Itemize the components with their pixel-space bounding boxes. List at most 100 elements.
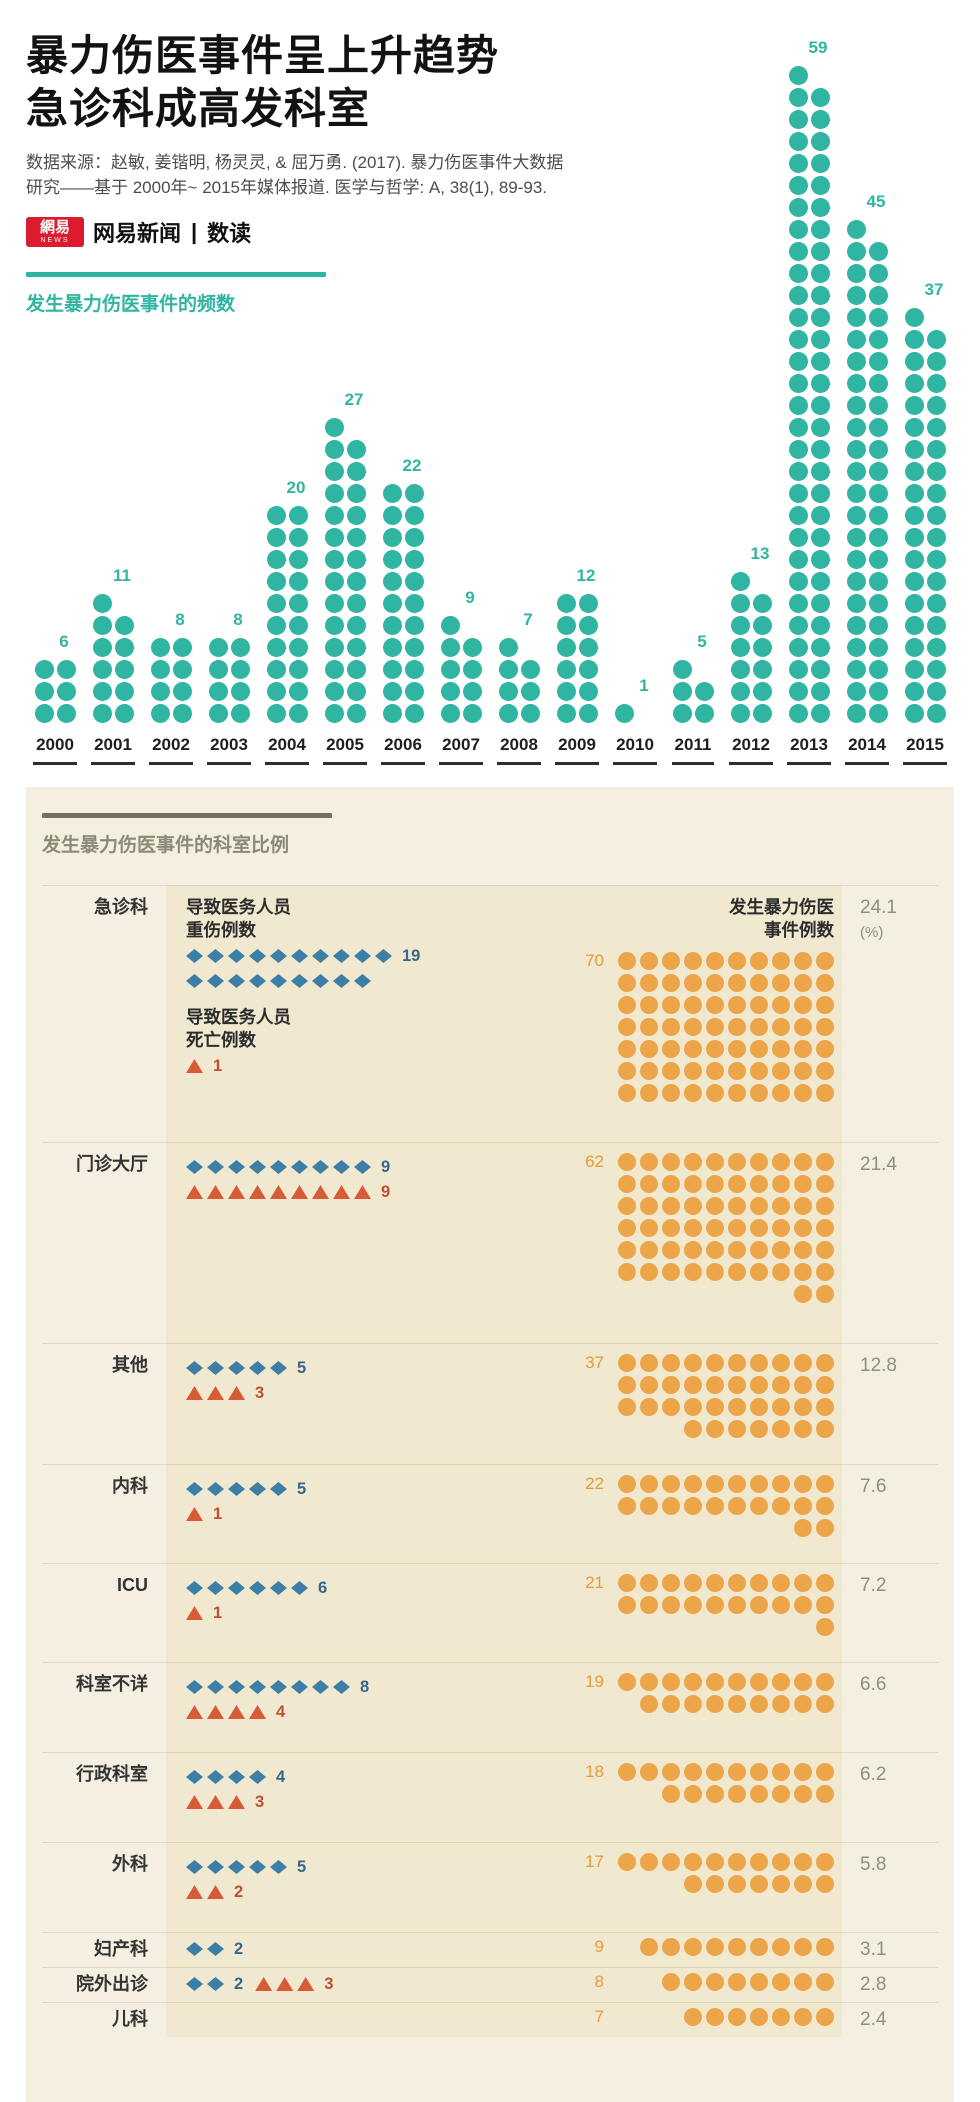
incident-dot	[618, 1084, 636, 1102]
frequency-dot	[810, 682, 830, 701]
frequency-dot	[810, 594, 830, 613]
incident-dot	[640, 1197, 658, 1215]
diamond-count: 6	[318, 1578, 328, 1597]
diamond-icon	[186, 1860, 203, 1874]
frequency-dot	[846, 418, 866, 437]
dot-stack	[150, 635, 192, 723]
frequency-dot	[868, 396, 888, 415]
percent-value: 3.1	[860, 1939, 887, 1960]
dot-count-label: 45	[866, 192, 886, 211]
department-label: 其他	[112, 1355, 148, 1375]
diamond-icon	[354, 1160, 371, 1174]
incident-dot	[816, 974, 834, 992]
frequency-dot	[868, 462, 888, 481]
dot-count-label: 22	[402, 456, 422, 475]
incident-dot	[816, 1763, 834, 1781]
incident-dot	[750, 1574, 768, 1592]
frequency-dot	[788, 88, 808, 107]
frequency-dot	[672, 660, 692, 679]
frequency-dot	[788, 220, 808, 239]
frequency-dot	[208, 660, 228, 679]
frequency-dot	[868, 374, 888, 393]
row-content: 4 3 18	[166, 1753, 842, 1816]
frequency-dot	[846, 682, 866, 701]
incident-dot	[772, 1497, 790, 1515]
frequency-dot	[404, 638, 424, 657]
incident-dot	[816, 1938, 834, 1956]
percent-cell: 6.2	[842, 1753, 938, 1816]
incident-dot	[618, 1398, 636, 1416]
incident-dot	[640, 1376, 658, 1394]
table-row: 外科 5 2 17 5.8	[42, 1842, 938, 1932]
frequency-dot	[404, 594, 424, 613]
frequency-dot	[730, 682, 750, 701]
frequency-dot	[230, 660, 250, 679]
incident-dot	[750, 1853, 768, 1871]
diamond-icon	[249, 1482, 266, 1496]
incident-dot	[794, 1084, 812, 1102]
diamond-icon	[186, 1160, 203, 1174]
incident-dot	[662, 1398, 680, 1416]
incident-count: 70	[585, 951, 604, 970]
frequency-dot	[172, 704, 192, 723]
incident-dot	[662, 1263, 680, 1281]
incident-dot	[750, 1018, 768, 1036]
incident-dot	[728, 1574, 746, 1592]
dot-count-label: 12	[576, 566, 596, 585]
incident-dot	[794, 1475, 812, 1493]
incident-dot	[684, 1420, 702, 1438]
dot-stack	[440, 613, 482, 723]
frequency-dot	[324, 506, 344, 525]
incident-dot	[816, 2008, 834, 2026]
frequency-dot	[230, 704, 250, 723]
row-content: 9 9 62	[166, 1143, 842, 1303]
incident-dot	[816, 1040, 834, 1058]
frequency-dot	[926, 660, 946, 679]
diamond-icon	[249, 1770, 266, 1784]
triangle-count: 4	[276, 1702, 286, 1721]
percent-value: 21.4	[860, 1154, 897, 1175]
incident-dot	[728, 974, 746, 992]
table-row: 科室不详 8 4 19 6.6	[42, 1662, 938, 1752]
incident-dot	[750, 1398, 768, 1416]
frequency-dot	[288, 594, 308, 613]
incident-dot	[794, 1763, 812, 1781]
glyph-row: 1	[186, 1055, 564, 1077]
incident-dot	[794, 1175, 812, 1193]
frequency-dot	[346, 682, 366, 701]
frequency-dot	[846, 374, 866, 393]
diamond-icon	[270, 949, 287, 963]
frequency-dot	[846, 242, 866, 261]
frequency-dot	[346, 638, 366, 657]
triangle-icon	[207, 1795, 224, 1809]
incident-column: 17	[564, 1853, 834, 1906]
incident-dot	[706, 1219, 724, 1237]
frequency-dot	[788, 704, 808, 723]
frequency-dot	[926, 462, 946, 481]
frequency-dot	[752, 704, 772, 723]
incident-dot	[772, 1785, 790, 1803]
page-title: 暴力伤医事件呈上升趋势 急诊科成高发科室	[26, 30, 954, 135]
frequency-dot	[904, 594, 924, 613]
incident-dot	[662, 1497, 680, 1515]
brand-row: 網易 NEWS 网易新闻 | 数读	[26, 216, 954, 248]
frequency-dot	[208, 638, 228, 657]
department-label: 科室不详	[76, 1674, 148, 1694]
incident-dot	[706, 1398, 724, 1416]
row-content: 7	[166, 2003, 842, 2031]
incident-dot	[728, 1695, 746, 1713]
frequency-dot	[114, 638, 134, 657]
frequency-dot	[346, 572, 366, 591]
triangle-icon	[186, 1795, 203, 1809]
incident-dot	[662, 996, 680, 1014]
incident-column: 7	[564, 2008, 834, 2031]
frequency-dot	[92, 638, 112, 657]
incident-dot-grid	[618, 1853, 834, 1893]
diamond-count: 8	[360, 1677, 370, 1696]
frequency-dot	[926, 484, 946, 503]
frequency-dot	[904, 616, 924, 635]
percent-cell: 7.6	[842, 1465, 938, 1537]
incident-dot	[684, 1875, 702, 1893]
